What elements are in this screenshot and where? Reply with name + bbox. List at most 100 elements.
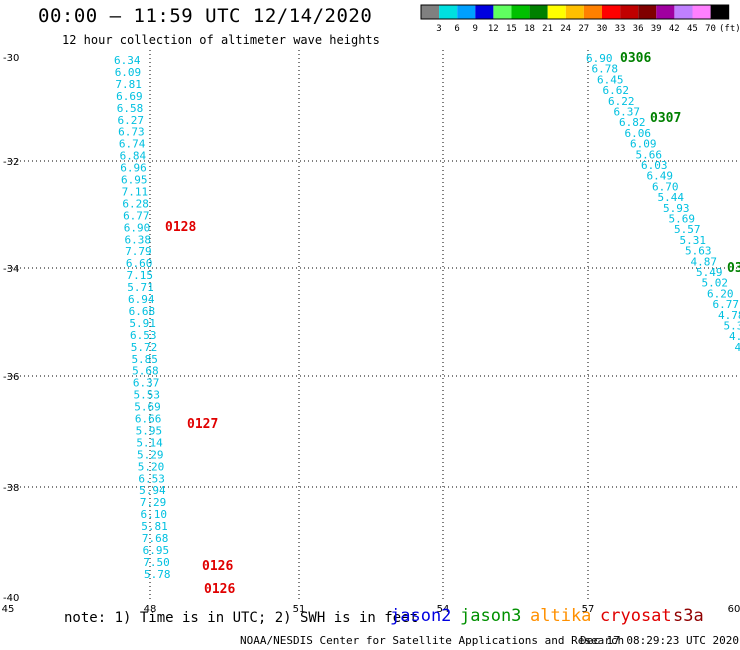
swh-value: 5.44 — [658, 191, 685, 204]
note-text: note: 1) Time is in UTC; 2) SWH is in fe… — [64, 610, 419, 626]
latitude-label: -38 — [3, 483, 19, 494]
swh-value: 6.66 — [135, 413, 162, 426]
legend-swatch — [674, 5, 693, 19]
longitude-label: 48 — [144, 604, 157, 615]
satellite-label-jason2: jason2 — [390, 606, 452, 626]
swh-value: 5.35 — [724, 320, 740, 333]
legend-label: 42 — [669, 24, 680, 34]
pass-time-label: 0128 — [165, 220, 196, 235]
latitude-label: -32 — [3, 157, 19, 168]
swh-value: 5.49 — [696, 266, 723, 279]
legend-swatch — [439, 5, 458, 19]
swh-value: 4.87 — [691, 255, 718, 268]
swh-value: 5.68 — [132, 365, 159, 378]
swh-value: 6.22 — [608, 95, 635, 108]
swh-value: 6.20 — [707, 287, 734, 300]
swh-value: 6.68 — [129, 305, 156, 318]
legend-frame — [420, 4, 730, 20]
longitude-label: 57 — [582, 604, 595, 615]
swh-value: 5.69 — [669, 213, 696, 226]
swh-value: 6.03 — [641, 159, 668, 172]
legend-label: 39 — [651, 24, 662, 34]
legend-swatch — [565, 5, 584, 19]
legend-label: 21 — [542, 24, 553, 34]
satellite-label-altika: altika — [530, 606, 592, 626]
swh-value: 6.38 — [124, 233, 151, 246]
legend-swatch — [421, 5, 440, 19]
swh-value: 6.96 — [120, 162, 147, 175]
footer-credit: NOAA/NESDIS Center for Satellite Applica… — [240, 634, 625, 647]
legend-label: 24 — [560, 24, 571, 34]
legend-label: 45 — [687, 24, 698, 34]
swh-value: 6.58 — [117, 102, 144, 115]
swh-value: 7.29 — [140, 496, 167, 509]
latitude-label: -30 — [3, 53, 19, 64]
swh-value: 5.78 — [144, 568, 171, 581]
legend-swatch — [692, 5, 711, 19]
color-scale-legend: 3 6 9 12 15 18 21 24 27 30 33 36 39 42 45 70 (ft) — [420, 4, 740, 34]
legend-swatch — [511, 5, 530, 19]
swh-value: 6.09 — [630, 138, 657, 151]
legend-label: 18 — [524, 24, 535, 34]
satellite-label-jason3: jason3 — [460, 606, 522, 626]
legend-swatch — [547, 5, 566, 19]
longitude-label: 54 — [437, 604, 450, 615]
swh-value: 6.95 — [121, 174, 148, 187]
swh-value: 6.06 — [625, 127, 652, 140]
pass-time-label: 0307 — [650, 111, 681, 126]
swh-value: 6.90 — [586, 52, 613, 65]
legend-label: 36 — [633, 24, 644, 34]
legend-swatch — [602, 5, 621, 19]
footer-timestamp: Dec 17 08:29:23 UTC 2020 — [580, 634, 739, 647]
pass-time-label: 0126 — [204, 582, 235, 597]
legend-swatch — [457, 5, 476, 19]
latitude-label: -40 — [3, 593, 19, 604]
swh-value: 7.81 — [115, 78, 142, 91]
swh-value: 5.57 — [674, 223, 701, 236]
swh-value: 4.78 — [718, 309, 740, 322]
swh-value: 6.62 — [603, 84, 630, 97]
swh-value: 6.37 — [614, 106, 641, 119]
swh-value: 4.00 — [735, 341, 740, 354]
swh-value: 5.63 — [685, 245, 712, 258]
swh-value: 6.84 — [120, 150, 147, 163]
swh-value: 6.74 — [119, 138, 146, 151]
legend-label: 15 — [506, 24, 517, 34]
longitude-label: 45 — [2, 604, 15, 615]
swh-value: 5.95 — [136, 424, 163, 437]
swh-value: 6.34 — [114, 54, 141, 67]
satellite-label-s3a: s3a — [673, 606, 704, 626]
latitude-label: -36 — [3, 372, 19, 383]
swh-value: 6.37 — [133, 377, 160, 390]
swh-value: 6.45 — [597, 73, 624, 86]
legend-swatch — [493, 5, 512, 19]
swh-value: 7.15 — [127, 269, 154, 282]
legend-swatch — [529, 5, 548, 19]
legend-label: 12 — [488, 24, 499, 34]
latitude-label: -34 — [3, 264, 19, 275]
swh-value: 7.68 — [142, 532, 169, 545]
legend-swatch — [656, 5, 675, 19]
swh-value: 5.91 — [129, 317, 156, 330]
swh-value: 5.14 — [136, 436, 163, 449]
map-title: 00:00 – 11:59 UTC 12/14/2020 — [38, 5, 373, 27]
pass-time-label: 03 — [727, 261, 740, 276]
legend-swatch — [620, 5, 639, 19]
swh-value: 6.77 — [713, 298, 740, 311]
swh-value: 5.69 — [134, 401, 161, 414]
pass-time-label: 0306 — [620, 51, 651, 66]
swh-value: 5.71 — [127, 281, 154, 294]
swh-value: 5.94 — [139, 484, 166, 497]
swh-value: 5.85 — [131, 353, 158, 366]
swh-value: 5.53 — [134, 389, 161, 402]
swh-value: 5.72 — [131, 341, 158, 354]
swh-value: 6.95 — [143, 544, 170, 557]
swh-value: 6.60 — [126, 257, 153, 270]
legend-unit: (ft) — [719, 24, 740, 34]
swh-value: 7.79 — [125, 245, 151, 258]
legend-label: 3 — [436, 24, 441, 34]
legend-swatch — [583, 5, 602, 19]
longitude-label: 60 — [728, 604, 740, 615]
swh-value: 6.69 — [116, 90, 142, 103]
